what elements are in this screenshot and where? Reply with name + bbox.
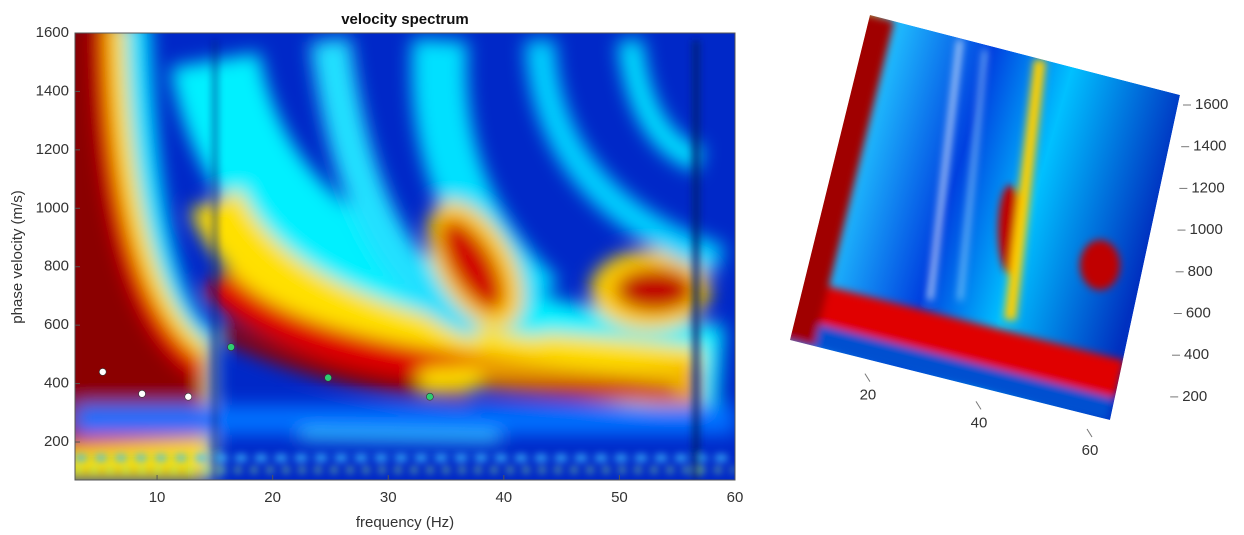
y-tick-label: 1200 bbox=[36, 141, 69, 158]
z-tick-label: 1000 bbox=[1190, 221, 1223, 238]
y-tick-label: 400 bbox=[44, 375, 69, 392]
y-axis-label: phase velocity (m/s) bbox=[9, 190, 26, 323]
data-point bbox=[227, 343, 235, 351]
y-tick-label: 1600 bbox=[36, 24, 69, 41]
x-tick bbox=[1086, 428, 1093, 438]
data-point bbox=[184, 392, 193, 401]
data-point bbox=[138, 390, 146, 398]
data-point bbox=[324, 373, 332, 382]
x-tick-label: 20 bbox=[860, 387, 877, 404]
x-tick-label: 10 bbox=[149, 489, 166, 506]
x-tick-label: 50 bbox=[611, 489, 628, 506]
z-tick-label: 1600 bbox=[1195, 96, 1228, 113]
x-tick-label: 40 bbox=[495, 489, 512, 506]
heatmap bbox=[75, 33, 735, 480]
z-tick-label: 1400 bbox=[1193, 138, 1226, 155]
data-point bbox=[426, 392, 434, 401]
x-axis-label: frequency (Hz) bbox=[356, 514, 454, 531]
x-tick-label: 30 bbox=[380, 489, 397, 506]
x-tick-label: 60 bbox=[727, 489, 744, 506]
y-tick-label: 1400 bbox=[36, 82, 69, 99]
y-tick-label: 1000 bbox=[36, 199, 69, 216]
z-tick-label: 400 bbox=[1184, 346, 1209, 363]
x-tick-label: 60 bbox=[1082, 442, 1099, 459]
x-tick-label: 20 bbox=[264, 489, 281, 506]
data-point bbox=[98, 368, 107, 376]
x-tick bbox=[975, 401, 982, 410]
y-tick-label: 200 bbox=[44, 433, 69, 450]
plot-frame bbox=[74, 32, 736, 481]
z-tick-label: 800 bbox=[1188, 263, 1213, 280]
surface bbox=[790, 15, 1180, 420]
y-tick-label: 600 bbox=[44, 316, 69, 333]
z-tick-label: 1200 bbox=[1191, 179, 1224, 196]
y-tick-label: 800 bbox=[44, 258, 69, 275]
z-tick-label: 200 bbox=[1182, 388, 1207, 405]
z-tick-label: 600 bbox=[1186, 304, 1211, 321]
x-tick bbox=[864, 373, 871, 382]
x-tick-label: 40 bbox=[971, 414, 988, 431]
chart-title: velocity spectrum bbox=[341, 11, 469, 28]
